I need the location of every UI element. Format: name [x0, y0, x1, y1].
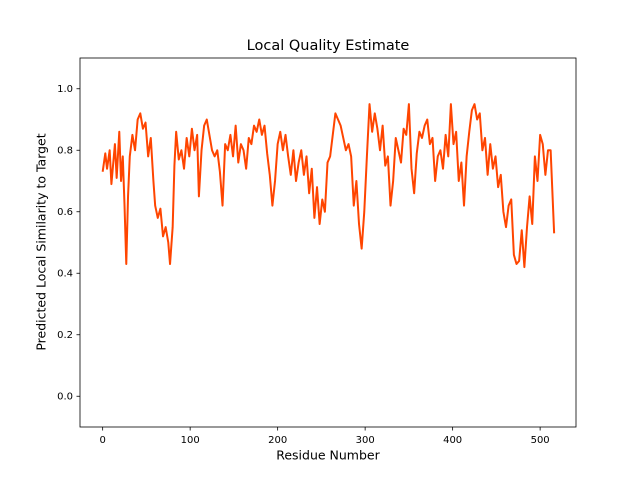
y-axis-label: Predicted Local Similarity to Target — [34, 133, 49, 350]
plot-frame — [79, 57, 577, 428]
y-tick-label: 1.0 — [57, 84, 73, 95]
x-axis-label: Residue Number — [276, 448, 380, 463]
x-tick-label: 500 — [531, 435, 550, 446]
y-tick-label: 0.8 — [57, 145, 73, 156]
y-tick-label: 0.4 — [57, 268, 73, 279]
chart-title: Local Quality Estimate — [247, 38, 410, 54]
x-tick-label: 0 — [99, 435, 105, 446]
y-tick-label: 0.2 — [57, 330, 73, 341]
line-series — [101, 103, 556, 269]
y-tick-label: 0.6 — [57, 207, 73, 218]
y-tick-label: 0.0 — [57, 391, 73, 402]
x-tick-label: 200 — [268, 435, 287, 446]
x-tick-label: 400 — [443, 435, 462, 446]
x-tick-label: 100 — [181, 435, 200, 446]
x-tick-label: 300 — [356, 435, 375, 446]
